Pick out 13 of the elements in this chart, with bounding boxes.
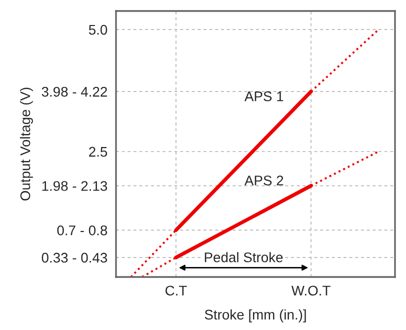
y-tick-label: 1.98 - 2.13: [42, 181, 108, 191]
y-tick-label: 0.33 - 0.43: [42, 252, 108, 263]
annotation: Pedal Stroke: [204, 252, 283, 262]
y-axis-title: Output Voltage (V): [20, 88, 33, 200]
y-tick-label: 2.5: [89, 146, 108, 157]
y-tick-label: 3.98 - 4.22: [42, 86, 107, 97]
series-label: APS 2: [244, 176, 284, 186]
x-axis-title: Stroke [mm (in.)]: [204, 309, 306, 322]
x-tick-label: C.T: [166, 286, 187, 296]
y-tick-label: 0.7 - 0.8: [57, 225, 108, 236]
x-tick-label: W.O.T: [291, 286, 330, 296]
y-tick-label: 5.0: [88, 24, 108, 35]
series-label: APS 1: [244, 91, 284, 102]
